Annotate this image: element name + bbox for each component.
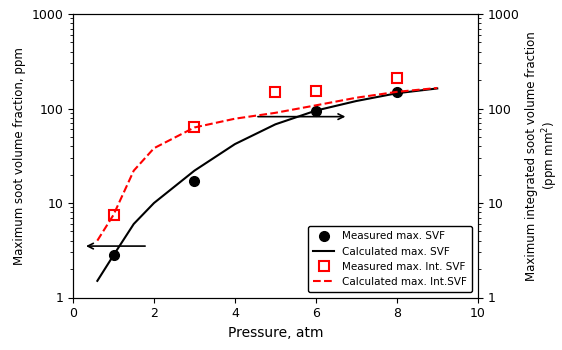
Y-axis label: Maximum integrated soot volume fraction
(ppm mm$^2$): Maximum integrated soot volume fraction …	[525, 31, 560, 281]
Calculated max. Int.SVF	[110, 213, 117, 217]
Calculated max. SVF	[110, 253, 117, 257]
Line: Measured max. SVF: Measured max. SVF	[108, 87, 402, 260]
Calculated max. Int.SVF	[393, 90, 400, 94]
Measured max. Int. SVF	[191, 125, 198, 130]
Calculated max. SVF	[434, 86, 441, 91]
Measured max. Int. SVF	[110, 213, 117, 217]
Calculated max. Int.SVF	[94, 238, 101, 243]
Calculated max. Int.SVF	[353, 96, 360, 100]
Calculated max. SVF	[312, 108, 319, 113]
Legend: Measured max. SVF, Calculated max. SVF, Measured max. Int. SVF, Calculated max. : Measured max. SVF, Calculated max. SVF, …	[308, 226, 473, 292]
Line: Calculated max. SVF: Calculated max. SVF	[97, 89, 437, 281]
Calculated max. Int.SVF	[232, 117, 238, 121]
Calculated max. SVF	[272, 122, 279, 126]
Line: Measured max. Int. SVF: Measured max. Int. SVF	[108, 73, 402, 220]
Measured max. SVF	[393, 90, 400, 94]
Line: Calculated max. Int.SVF: Calculated max. Int.SVF	[97, 88, 437, 240]
Calculated max. SVF	[191, 169, 198, 173]
Calculated max. Int.SVF	[151, 146, 157, 150]
Measured max. SVF	[191, 179, 198, 183]
Calculated max. Int.SVF	[130, 169, 137, 173]
Measured max. Int. SVF	[272, 90, 279, 94]
Measured max. SVF	[312, 108, 319, 113]
Calculated max. Int.SVF	[191, 125, 198, 130]
Calculated max. SVF	[393, 91, 400, 95]
Measured max. Int. SVF	[312, 89, 319, 93]
Measured max. SVF	[110, 253, 117, 257]
Calculated max. SVF	[232, 142, 238, 146]
Calculated max. SVF	[353, 99, 360, 103]
Calculated max. SVF	[151, 201, 157, 205]
Calculated max. SVF	[130, 222, 137, 226]
Measured max. Int. SVF	[393, 76, 400, 80]
Calculated max. Int.SVF	[312, 103, 319, 107]
X-axis label: Pressure, atm: Pressure, atm	[228, 326, 323, 340]
Calculated max. SVF	[94, 279, 101, 283]
Y-axis label: Maximum soot volume fraction, ppm: Maximum soot volume fraction, ppm	[13, 47, 26, 265]
Calculated max. Int.SVF	[272, 111, 279, 115]
Calculated max. Int.SVF	[434, 86, 441, 90]
